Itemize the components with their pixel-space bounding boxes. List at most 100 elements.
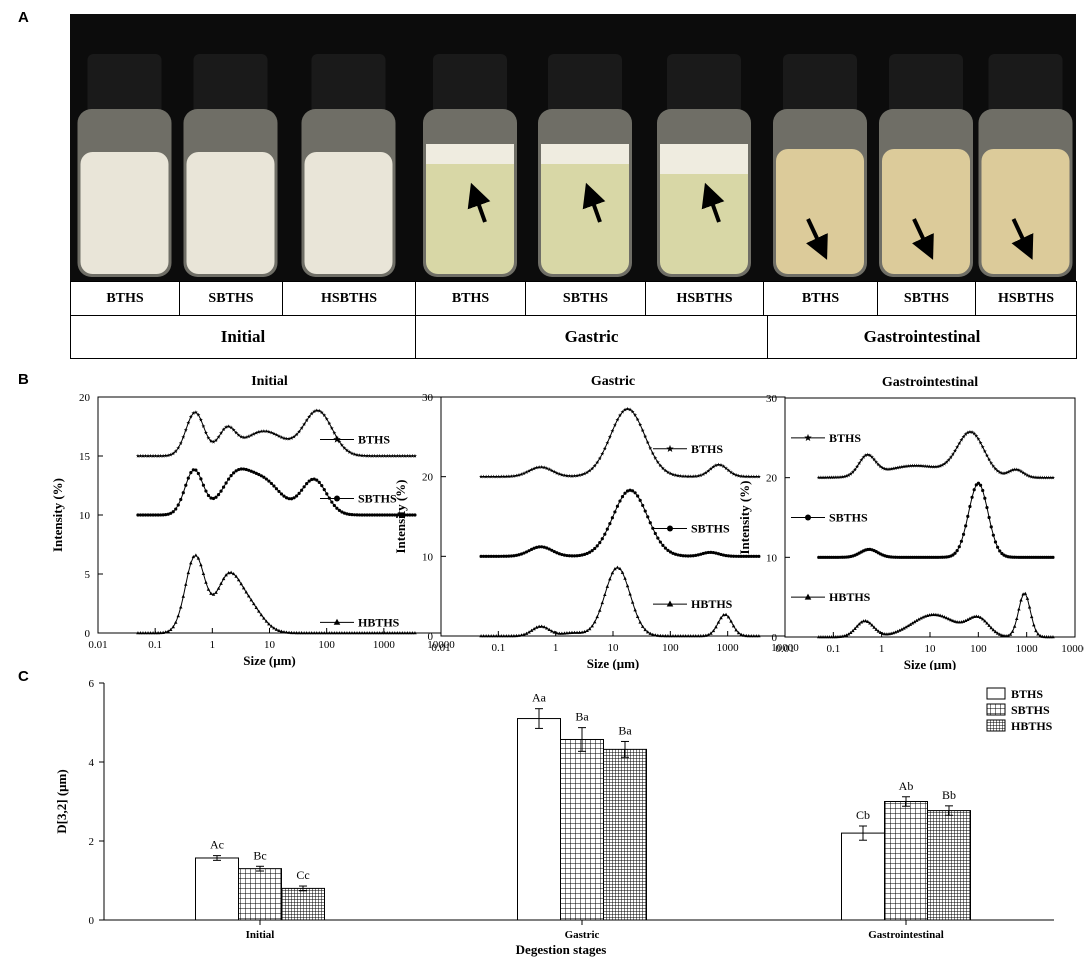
series-marker xyxy=(282,436,286,440)
x-tick-label: 10 xyxy=(608,642,620,654)
series-marker xyxy=(491,474,496,479)
series-marker xyxy=(897,628,902,632)
series-marker xyxy=(279,435,284,440)
series-marker xyxy=(194,553,198,557)
series-marker xyxy=(673,552,678,556)
series-marker xyxy=(489,634,493,638)
y-tick-label: 2 xyxy=(89,836,95,848)
series-marker xyxy=(380,453,385,458)
series-hbths: HBTHS xyxy=(479,565,761,638)
series-marker xyxy=(282,630,286,634)
series-marker xyxy=(991,628,996,632)
series-marker xyxy=(138,453,143,458)
series-marker xyxy=(653,633,658,637)
series-marker xyxy=(262,475,266,479)
series-marker xyxy=(729,554,733,558)
series-marker xyxy=(357,631,362,635)
x-tick-label: 1000 xyxy=(1016,643,1039,655)
series-marker xyxy=(176,614,181,618)
series-marker xyxy=(174,507,178,511)
series-marker xyxy=(259,429,264,434)
series-marker xyxy=(193,410,198,415)
series-marker xyxy=(577,630,582,634)
series-marker xyxy=(640,428,645,433)
series-marker xyxy=(146,513,150,517)
series-marker xyxy=(410,453,415,458)
series-marker xyxy=(504,554,508,558)
series-marker xyxy=(910,463,915,468)
series-marker xyxy=(153,631,158,635)
series-marker xyxy=(148,631,153,635)
vial-cap xyxy=(667,54,741,114)
series-marker xyxy=(891,466,896,471)
series-marker xyxy=(557,552,561,556)
series-marker xyxy=(976,481,981,485)
series-marker xyxy=(557,471,562,476)
series-marker xyxy=(844,633,849,637)
series-marker xyxy=(944,460,949,464)
series-marker xyxy=(1029,474,1034,479)
series-marker xyxy=(392,453,397,458)
series-marker xyxy=(302,485,306,489)
series-marker xyxy=(993,466,998,471)
series-marker xyxy=(663,634,668,638)
series-marker xyxy=(252,470,256,474)
series-marker xyxy=(146,453,151,458)
series-marker xyxy=(1012,624,1017,628)
series-marker xyxy=(951,618,955,623)
series-marker xyxy=(367,631,372,635)
series-marker xyxy=(342,446,347,450)
series-marker xyxy=(721,613,726,617)
series-marker xyxy=(166,629,170,633)
series-marker xyxy=(156,453,161,458)
series-marker xyxy=(870,623,874,627)
series-marker xyxy=(997,632,1002,636)
significance-label: Ba xyxy=(575,710,589,724)
series-bths: BTHS xyxy=(135,408,417,458)
series-marker xyxy=(370,453,375,458)
series-marker xyxy=(706,632,711,637)
series-marker xyxy=(347,631,352,635)
series-marker xyxy=(516,473,521,477)
series-marker xyxy=(484,474,489,479)
series-marker xyxy=(314,408,319,413)
significance-label: Cb xyxy=(856,808,870,822)
series-marker xyxy=(861,455,866,459)
series-marker xyxy=(350,451,354,456)
series-marker xyxy=(628,592,632,596)
series-marker xyxy=(671,634,675,638)
series-marker xyxy=(529,628,534,632)
series-marker xyxy=(713,463,718,468)
x-tick-label: 0.01 xyxy=(88,639,107,651)
series-marker xyxy=(146,631,150,635)
series-marker xyxy=(547,467,552,472)
series-marker xyxy=(322,631,327,635)
series-marker xyxy=(234,469,238,473)
series-marker xyxy=(655,460,660,464)
series-marker xyxy=(667,525,673,532)
y-axis-label: Intensity (%) xyxy=(50,478,65,552)
series-marker xyxy=(191,554,196,559)
series-marker xyxy=(605,440,610,445)
series-marker xyxy=(1051,555,1055,559)
series-marker xyxy=(580,472,585,477)
series-marker xyxy=(304,631,309,635)
series-marker xyxy=(224,424,229,429)
x-tick-label: 100 xyxy=(662,642,679,654)
significance-label: Aa xyxy=(532,691,547,705)
series-marker xyxy=(600,600,605,605)
legend-label: SBTHS xyxy=(1011,703,1050,717)
series-marker xyxy=(623,407,627,412)
series-marker xyxy=(534,465,539,470)
series-marker xyxy=(842,474,847,479)
series-marker xyxy=(562,553,567,557)
series-marker xyxy=(972,431,977,436)
series-marker xyxy=(914,618,919,622)
series-marker xyxy=(957,441,962,446)
vial-cap xyxy=(548,54,622,114)
series-marker xyxy=(305,482,309,486)
vials-photo xyxy=(70,14,1076,282)
series-marker xyxy=(598,608,602,612)
line-chart: Gastrointestinal 0 10 20 30 0.01 0.1 1 10 100 1000… xyxy=(737,375,1084,670)
d32-bar-chart: 0 2 4 6 D[3,2] (μm) Degestion stages Initial Ac… xyxy=(54,678,1054,957)
